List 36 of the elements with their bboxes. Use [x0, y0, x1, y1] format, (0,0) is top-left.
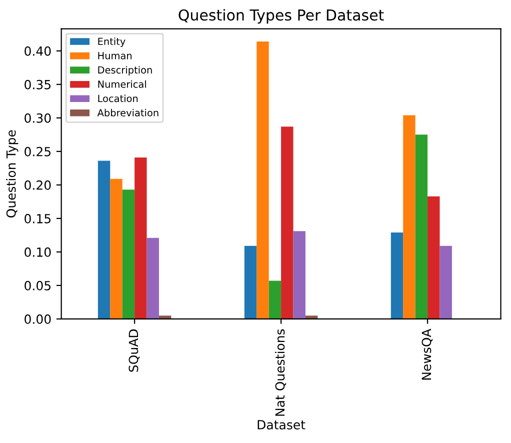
bar [110, 178, 122, 319]
chart-title: Question Types Per Dataset [178, 9, 384, 24]
bar [293, 231, 306, 319]
legend-label: Entity [98, 38, 126, 47]
y-axis-title: Question Type [6, 130, 18, 218]
legend-label: Numerical [98, 80, 146, 88]
legend-label: Human [98, 52, 132, 60]
y-tick-label: 0.15 [24, 214, 51, 224]
y-tick-label: 0.00 [24, 314, 51, 324]
y-tick-label: 0.35 [24, 80, 51, 90]
x-tick-label: SQuAD [128, 329, 140, 372]
legend-label: Abbreviation [97, 108, 158, 116]
bar [440, 246, 452, 319]
legend-label: Description [98, 66, 152, 76]
bar [428, 196, 440, 319]
bar [134, 157, 147, 319]
y-tick-label: 0.40 [24, 46, 51, 56]
bar [122, 190, 135, 319]
x-tick-label: NewsQA [422, 328, 433, 380]
bar [146, 238, 159, 319]
bar [244, 246, 257, 319]
y-tick-label: 0.10 [24, 247, 51, 257]
bar [256, 42, 269, 319]
bar [281, 126, 294, 319]
legend-label: Location [98, 94, 138, 102]
bar [98, 160, 110, 319]
x-tick-label: Nat Questions [275, 329, 286, 416]
y-tick-label: 0.30 [24, 113, 51, 123]
bar [403, 115, 416, 319]
y-tick-label: 0.25 [24, 146, 51, 156]
y-tick-label: 0.20 [24, 180, 51, 190]
x-axis-title: Dataset [258, 420, 306, 430]
y-tick-label: 0.05 [24, 280, 51, 290]
bar [415, 134, 428, 319]
bar [390, 232, 404, 319]
bar [268, 280, 282, 319]
